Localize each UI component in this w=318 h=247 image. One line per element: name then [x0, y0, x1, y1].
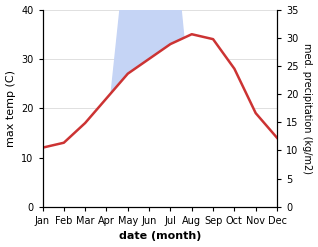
Y-axis label: max temp (C): max temp (C)	[5, 70, 16, 147]
Y-axis label: med. precipitation (kg/m2): med. precipitation (kg/m2)	[302, 43, 313, 174]
X-axis label: date (month): date (month)	[119, 231, 201, 242]
